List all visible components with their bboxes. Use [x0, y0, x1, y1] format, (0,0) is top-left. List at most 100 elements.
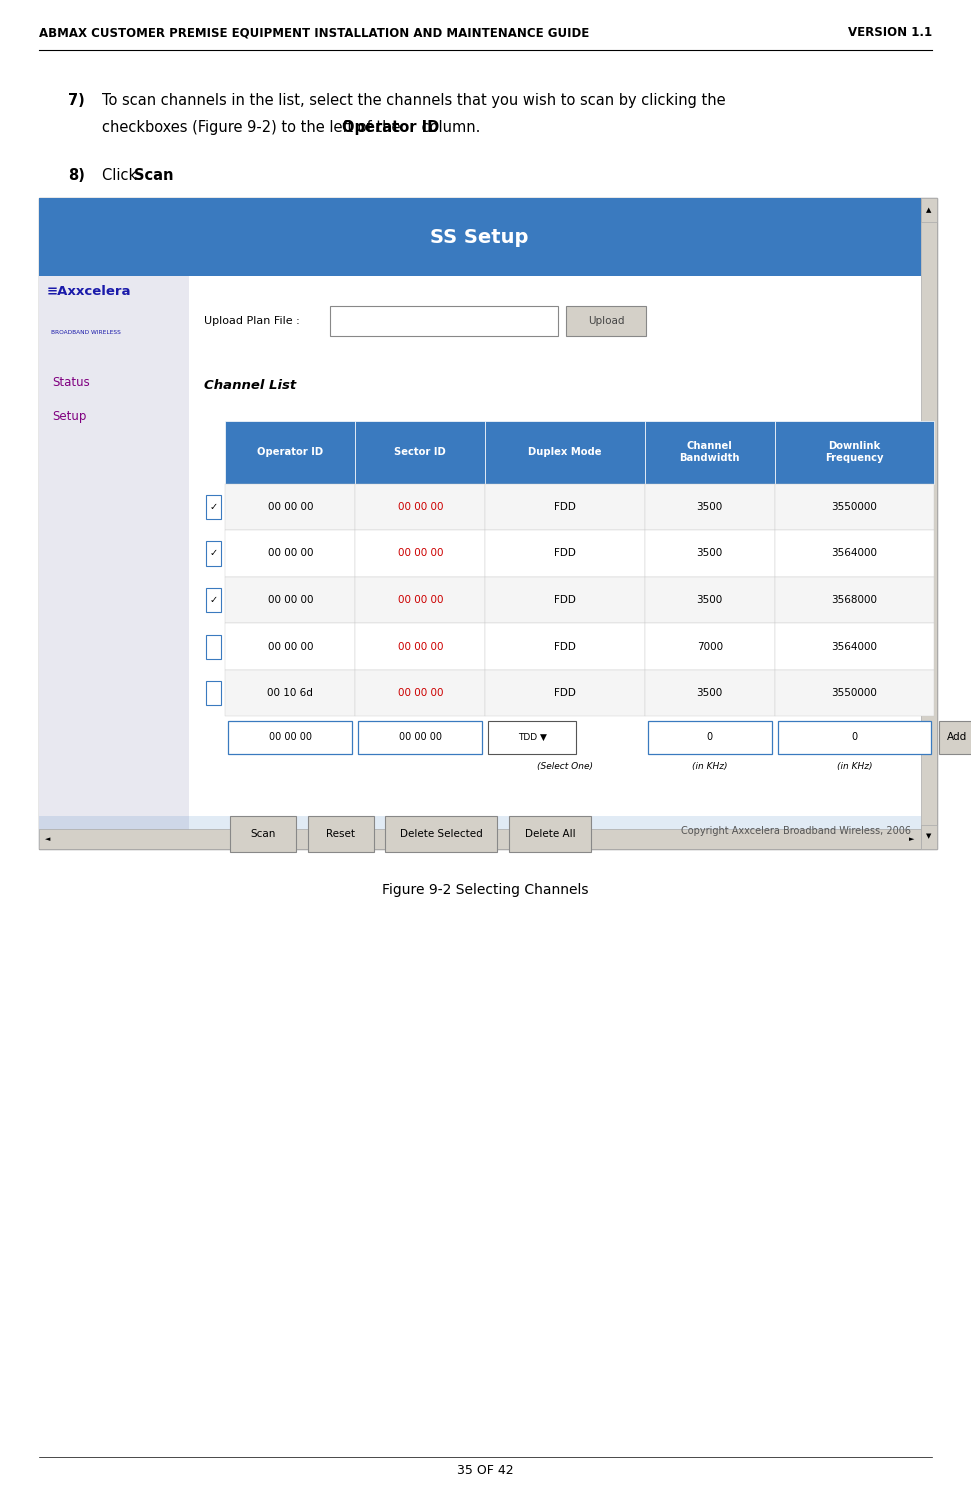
- Text: 00 00 00: 00 00 00: [399, 733, 442, 742]
- Bar: [645, 484, 775, 530]
- Text: 3500: 3500: [696, 688, 722, 698]
- Text: 3564000: 3564000: [831, 548, 878, 559]
- Text: Channel List: Channel List: [204, 379, 296, 392]
- Text: 00 00 00: 00 00 00: [268, 502, 313, 512]
- Text: ▼: ▼: [926, 834, 931, 840]
- Bar: [355, 421, 486, 484]
- Text: checkboxes (Figure 9-2) to the left of the: checkboxes (Figure 9-2) to the left of t…: [102, 120, 405, 135]
- Text: Operator ID: Operator ID: [257, 448, 323, 457]
- Text: 8): 8): [68, 168, 84, 183]
- Text: 3564000: 3564000: [831, 641, 878, 652]
- Bar: [225, 670, 355, 716]
- Bar: [358, 721, 483, 754]
- Bar: [486, 670, 645, 716]
- Text: (Select One): (Select One): [537, 762, 593, 771]
- Text: FDD: FDD: [554, 548, 576, 559]
- Bar: [308, 816, 374, 852]
- Bar: [775, 577, 934, 623]
- Text: ►: ►: [909, 837, 915, 841]
- Bar: [486, 484, 645, 530]
- Bar: [225, 421, 355, 484]
- Text: Status: Status: [52, 376, 90, 389]
- Bar: [355, 670, 486, 716]
- Text: Delete Selected: Delete Selected: [400, 829, 483, 838]
- Bar: [486, 530, 645, 577]
- Bar: [488, 721, 576, 754]
- Bar: [385, 816, 497, 852]
- Text: 35 OF 42: 35 OF 42: [457, 1464, 514, 1478]
- Text: 00 00 00: 00 00 00: [397, 641, 443, 652]
- Bar: [645, 530, 775, 577]
- Text: Upload: Upload: [587, 317, 624, 326]
- Bar: [206, 589, 221, 613]
- Bar: [225, 484, 355, 530]
- Text: 00 00 00: 00 00 00: [397, 688, 443, 698]
- Text: 3550000: 3550000: [831, 502, 878, 512]
- Bar: [775, 421, 934, 484]
- Text: 7000: 7000: [696, 641, 722, 652]
- Bar: [39, 198, 937, 849]
- Bar: [228, 721, 352, 754]
- Bar: [921, 198, 937, 849]
- Bar: [645, 577, 775, 623]
- Text: Scan: Scan: [134, 168, 174, 183]
- Bar: [921, 825, 937, 849]
- Text: Reset: Reset: [326, 829, 355, 838]
- Bar: [645, 623, 775, 670]
- Text: Copyright Axxcelera Broadband Wireless, 2006: Copyright Axxcelera Broadband Wireless, …: [681, 826, 911, 835]
- Text: Upload Plan File :: Upload Plan File :: [204, 317, 300, 326]
- Bar: [645, 421, 775, 484]
- Bar: [355, 530, 486, 577]
- Text: ✓: ✓: [210, 595, 218, 605]
- Text: SS Setup: SS Setup: [430, 228, 529, 246]
- Text: Figure 9-2 Selecting Channels: Figure 9-2 Selecting Channels: [383, 883, 588, 897]
- Text: ABMAX CUSTOMER PREMISE EQUIPMENT INSTALLATION AND MAINTENANCE GUIDE: ABMAX CUSTOMER PREMISE EQUIPMENT INSTALL…: [39, 26, 589, 39]
- Bar: [39, 276, 189, 849]
- Text: Operator ID: Operator ID: [342, 120, 439, 135]
- Bar: [206, 635, 221, 659]
- Bar: [775, 623, 934, 670]
- Text: (in KHz): (in KHz): [692, 762, 727, 771]
- Text: 7): 7): [68, 93, 84, 108]
- Text: Delete All: Delete All: [524, 829, 576, 838]
- Text: column.: column.: [417, 120, 481, 135]
- Text: BROADBAND WIRELESS: BROADBAND WIRELESS: [51, 330, 121, 335]
- Text: 3500: 3500: [696, 548, 722, 559]
- Text: 00 00 00: 00 00 00: [397, 595, 443, 605]
- Bar: [225, 530, 355, 577]
- Text: Setup: Setup: [52, 410, 86, 424]
- Bar: [355, 577, 486, 623]
- Bar: [39, 829, 921, 849]
- Bar: [355, 623, 486, 670]
- Text: 3568000: 3568000: [831, 595, 878, 605]
- Text: 00 00 00: 00 00 00: [268, 595, 313, 605]
- Text: ◄: ◄: [45, 837, 50, 841]
- Text: 0: 0: [852, 733, 857, 742]
- Text: Add: Add: [948, 733, 967, 742]
- Text: ≡Axxcelera: ≡Axxcelera: [47, 285, 131, 299]
- Bar: [486, 421, 645, 484]
- Bar: [486, 623, 645, 670]
- Text: 00 00 00: 00 00 00: [269, 733, 312, 742]
- Bar: [775, 484, 934, 530]
- Text: FDD: FDD: [554, 595, 576, 605]
- Bar: [355, 484, 486, 530]
- Text: Scan: Scan: [251, 829, 276, 838]
- Bar: [775, 670, 934, 716]
- Text: 3500: 3500: [696, 595, 722, 605]
- Text: FDD: FDD: [554, 502, 576, 512]
- Bar: [645, 670, 775, 716]
- Bar: [206, 682, 221, 706]
- Bar: [486, 577, 645, 623]
- Bar: [39, 198, 921, 276]
- Text: Duplex Mode: Duplex Mode: [528, 448, 602, 457]
- Bar: [921, 198, 937, 222]
- Bar: [566, 306, 646, 336]
- Text: ▲: ▲: [926, 207, 931, 213]
- Bar: [775, 530, 934, 577]
- Text: To scan channels in the list, select the channels that you wish to scan by click: To scan channels in the list, select the…: [102, 93, 725, 108]
- Text: ✓: ✓: [210, 502, 218, 512]
- Text: ✓: ✓: [210, 548, 218, 559]
- Text: 00 00 00: 00 00 00: [397, 548, 443, 559]
- Text: 00 00 00: 00 00 00: [268, 641, 313, 652]
